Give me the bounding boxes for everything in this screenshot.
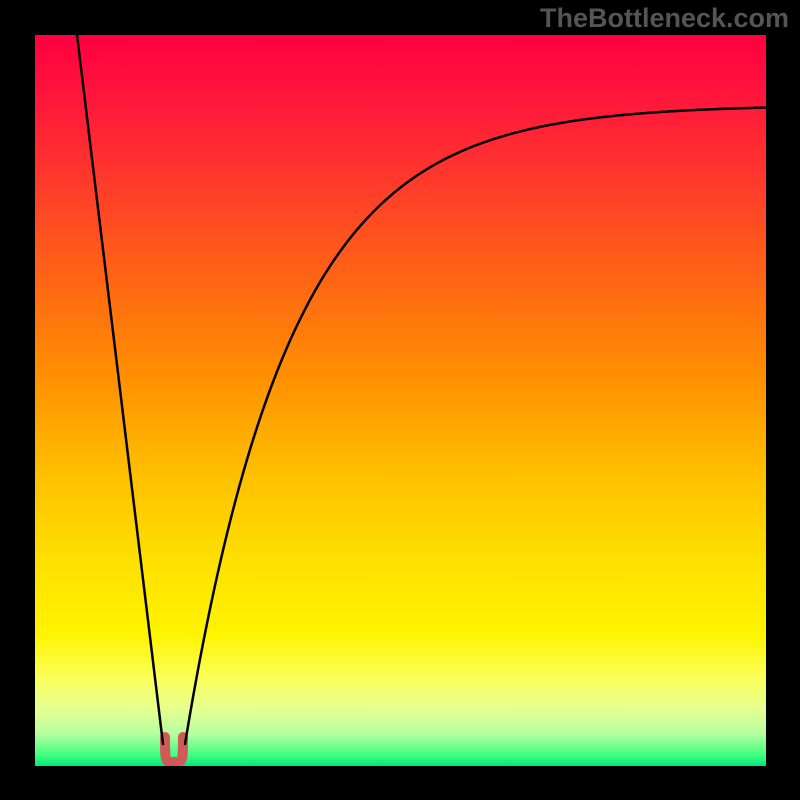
plot-svg xyxy=(35,35,766,766)
watermark-text: TheBottleneck.com xyxy=(540,3,789,34)
gradient-background xyxy=(35,35,766,766)
chart-container: TheBottleneck.com xyxy=(0,0,800,800)
plot-area xyxy=(35,35,766,766)
